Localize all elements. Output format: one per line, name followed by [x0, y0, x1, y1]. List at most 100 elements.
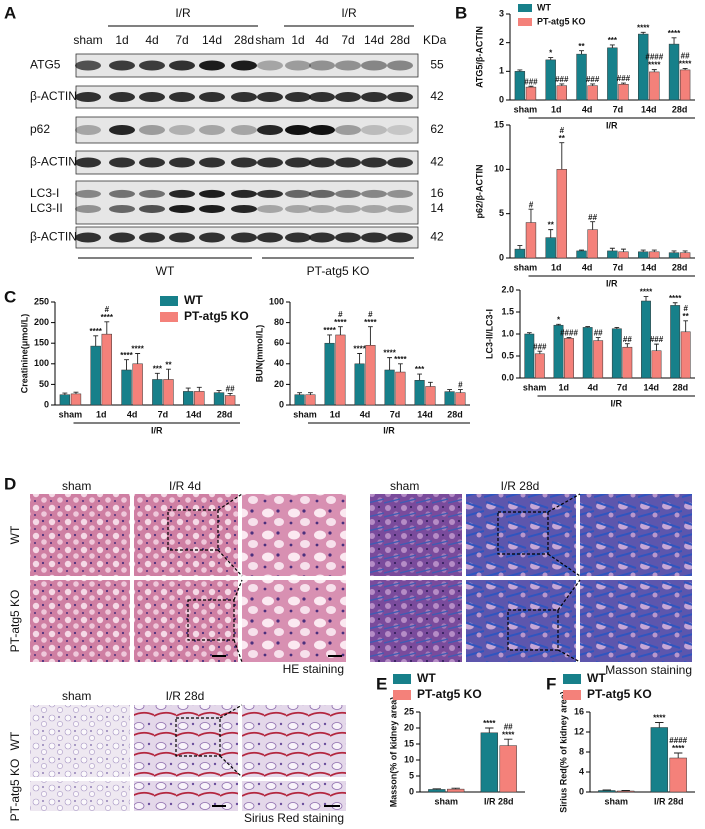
x-tick-label: 4d [588, 382, 599, 392]
x-tick-label: I/R 28d [484, 796, 514, 806]
bar [335, 334, 346, 406]
blot-band [309, 189, 335, 198]
blot-band [75, 189, 101, 198]
error-bar [196, 386, 202, 392]
bar [121, 369, 132, 406]
x-tick-label: 1d [551, 104, 562, 114]
error-bar [625, 343, 630, 348]
significance: * [557, 315, 561, 324]
blot-band [75, 157, 101, 168]
bar [70, 393, 82, 406]
x-tick-label: 14d [186, 409, 202, 419]
x-tick-label: 1d [558, 382, 569, 392]
y-tick-label: 1.5 [501, 306, 514, 316]
bar [444, 391, 455, 406]
bar [152, 379, 163, 406]
lane-label: 14d [364, 33, 384, 47]
blot-band [169, 60, 195, 71]
lane-label: 28d [390, 33, 410, 47]
error-bar [609, 247, 615, 251]
blot-band [231, 60, 257, 71]
he-wt-zoom [242, 494, 346, 576]
x-tick-label: 4d [582, 262, 593, 272]
x-tick-label: sham [514, 262, 538, 272]
histology-label: Sirius Red staining [244, 811, 344, 825]
error-bar [104, 321, 110, 335]
error-bar [216, 390, 222, 393]
lane-label: 28d [234, 33, 254, 47]
blot-band [75, 204, 101, 213]
legend-swatch [563, 674, 581, 684]
x-tick-label: 14d [641, 262, 657, 272]
legend-swatch [393, 674, 411, 684]
y-tick-label: 100 [269, 296, 284, 306]
bar [414, 380, 425, 406]
significance: **** [394, 355, 407, 364]
lane-label: sham [255, 33, 284, 47]
blot-band [139, 157, 165, 168]
error-bar [517, 69, 523, 72]
blot-band [109, 92, 135, 102]
significance: **** [637, 23, 650, 32]
blot-band [231, 232, 257, 243]
error-bar [671, 37, 677, 45]
error-bar [447, 389, 452, 392]
blot-band [257, 204, 283, 213]
x-tick-label: 14d [643, 382, 659, 392]
error-bar [308, 392, 313, 395]
legend-swatch [160, 312, 178, 322]
x-tick-label: I/R 28d [654, 796, 684, 806]
x-tick-label: sham [434, 796, 458, 806]
blot-band [285, 60, 311, 71]
blot-band [257, 125, 283, 135]
histology-label: I/R 4d [169, 479, 201, 493]
error-bar [683, 320, 688, 332]
he-images [30, 493, 346, 663]
he-wt-ir [134, 494, 238, 576]
x-tick-label: 14d [417, 409, 433, 419]
lane-label: 4d [145, 33, 158, 47]
blot-band [257, 189, 283, 198]
bar [425, 386, 436, 406]
histology-label: I/R 28d [501, 479, 540, 493]
bar [669, 757, 687, 793]
bar [618, 83, 629, 101]
error-bar [674, 752, 683, 758]
row-label: WT [8, 731, 22, 750]
bar [324, 342, 335, 406]
legend-label: PT-atg5 KO [537, 16, 586, 26]
significance: **** [353, 345, 366, 354]
error-bar [590, 83, 596, 86]
blot-band [257, 157, 283, 168]
x-tick-label: sham [523, 382, 547, 392]
significance: **** [323, 326, 336, 335]
histology-label: I/R 28d [166, 689, 205, 703]
histology-label: sham [62, 689, 91, 703]
y-tick-label: 150 [34, 338, 49, 348]
significance: **** [383, 349, 396, 358]
blot-band [335, 232, 361, 243]
blot-band [309, 92, 335, 102]
significance: * [549, 49, 553, 58]
lane-label: 7d [175, 33, 188, 47]
blot-row-label: ATG5 [30, 58, 61, 72]
error-bar [602, 789, 611, 791]
he-wt-sham [30, 494, 130, 576]
x-tick-label: 7d [613, 262, 624, 272]
error-bar [682, 250, 688, 253]
significance: ** [578, 42, 585, 51]
blot-band [361, 189, 387, 198]
significance: ## [594, 329, 603, 338]
group-label: I/R [606, 278, 618, 288]
blot-band [257, 60, 283, 71]
y-tick-label: 2.0 [501, 284, 514, 294]
bar [428, 789, 446, 793]
x-tick-label: 14d [641, 104, 657, 114]
zoom-lines [217, 493, 243, 577]
blot-band [285, 204, 311, 213]
significance: #### [560, 329, 578, 338]
panel-label: F [546, 674, 556, 693]
lane-label: 7d [341, 33, 354, 47]
panel-label: D [4, 474, 16, 493]
lane-label: 1d [115, 33, 128, 47]
